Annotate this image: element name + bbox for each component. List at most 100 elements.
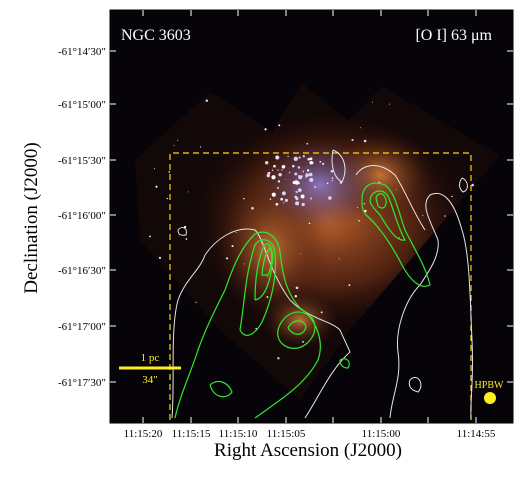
star xyxy=(243,263,245,265)
star xyxy=(271,175,276,180)
star xyxy=(185,238,188,240)
star xyxy=(363,139,367,143)
star xyxy=(266,276,268,277)
star xyxy=(294,172,298,176)
star xyxy=(199,146,202,148)
star xyxy=(357,207,358,209)
star xyxy=(264,160,269,165)
y-tick-label: -61°16′30″ xyxy=(58,265,106,277)
star xyxy=(307,158,310,161)
star xyxy=(309,177,314,182)
star xyxy=(281,169,283,171)
star xyxy=(302,155,305,158)
star xyxy=(326,182,329,185)
star xyxy=(243,197,245,200)
scale-bar-bottom-label: 34″ xyxy=(142,374,158,386)
star xyxy=(294,295,297,298)
star xyxy=(277,180,281,183)
star xyxy=(306,142,309,145)
white-contours xyxy=(171,149,474,419)
star xyxy=(396,189,397,191)
star xyxy=(471,183,474,187)
star xyxy=(451,195,453,198)
star xyxy=(271,169,274,171)
star xyxy=(331,177,334,179)
star xyxy=(149,235,151,238)
star xyxy=(422,214,424,216)
star xyxy=(297,188,302,192)
star xyxy=(276,186,279,189)
y-axis-ticks: -61°14′30″ -61°15′00″ -61°15′30″ -61°16′00″… xyxy=(58,46,513,389)
y-tick-label: -61°16′00″ xyxy=(58,210,106,222)
star xyxy=(309,157,313,161)
star xyxy=(295,179,297,182)
star xyxy=(283,202,285,204)
y-tick-label: -61°15′30″ xyxy=(58,155,106,167)
star xyxy=(444,215,446,217)
nebula-image xyxy=(135,83,500,400)
star xyxy=(269,198,272,200)
star xyxy=(363,203,366,205)
star xyxy=(300,194,305,199)
star xyxy=(308,222,311,225)
star xyxy=(278,173,282,177)
star xyxy=(251,206,254,210)
star xyxy=(314,185,317,189)
star xyxy=(398,237,400,239)
beam-marker: HPBW xyxy=(475,380,504,404)
scale-bar: 1 pc 34″ xyxy=(119,352,181,386)
star xyxy=(287,155,289,158)
star xyxy=(276,156,278,158)
footprint-outline xyxy=(169,152,472,420)
star xyxy=(348,284,351,286)
star xyxy=(292,164,295,168)
star xyxy=(264,128,267,131)
star xyxy=(294,180,299,185)
x-tick-label: 11:15:05 xyxy=(267,428,306,440)
scale-bar-top-label: 1 pc xyxy=(141,352,160,364)
star xyxy=(277,169,279,171)
star xyxy=(358,219,361,222)
star xyxy=(305,173,310,177)
star xyxy=(305,176,307,178)
star xyxy=(321,162,325,166)
beam-circle xyxy=(484,392,496,404)
star xyxy=(360,127,362,129)
star xyxy=(267,172,270,175)
star xyxy=(293,156,298,161)
x-axis-label: Right Ascension (J2000) xyxy=(214,440,402,461)
star xyxy=(351,139,354,142)
star xyxy=(319,160,322,163)
star xyxy=(364,209,367,213)
star xyxy=(266,296,269,298)
star xyxy=(275,155,280,160)
star xyxy=(187,191,189,193)
star xyxy=(310,197,313,200)
star xyxy=(302,341,304,343)
star xyxy=(266,173,270,178)
star xyxy=(205,99,209,103)
line-label: [O I] 63 μm xyxy=(415,27,492,44)
star xyxy=(301,202,305,207)
star xyxy=(281,191,286,196)
star xyxy=(302,170,305,173)
star xyxy=(158,256,162,260)
star xyxy=(298,175,303,180)
star xyxy=(288,171,291,174)
star xyxy=(300,253,302,255)
star xyxy=(235,232,237,234)
y-tick-label: -61°17′30″ xyxy=(58,377,106,389)
star xyxy=(309,161,313,165)
star xyxy=(330,169,334,173)
x-tick-label: 11:15:00 xyxy=(362,428,401,440)
star xyxy=(155,185,158,188)
y-tick-label: -61°17′00″ xyxy=(58,321,106,333)
star xyxy=(273,164,276,168)
star xyxy=(295,286,299,290)
y-tick-label: -61°14′30″ xyxy=(58,46,106,58)
panel-frame xyxy=(109,9,514,424)
star xyxy=(306,169,310,172)
star xyxy=(331,180,333,182)
star xyxy=(284,198,288,202)
y-tick-label: -61°15′00″ xyxy=(58,99,106,111)
